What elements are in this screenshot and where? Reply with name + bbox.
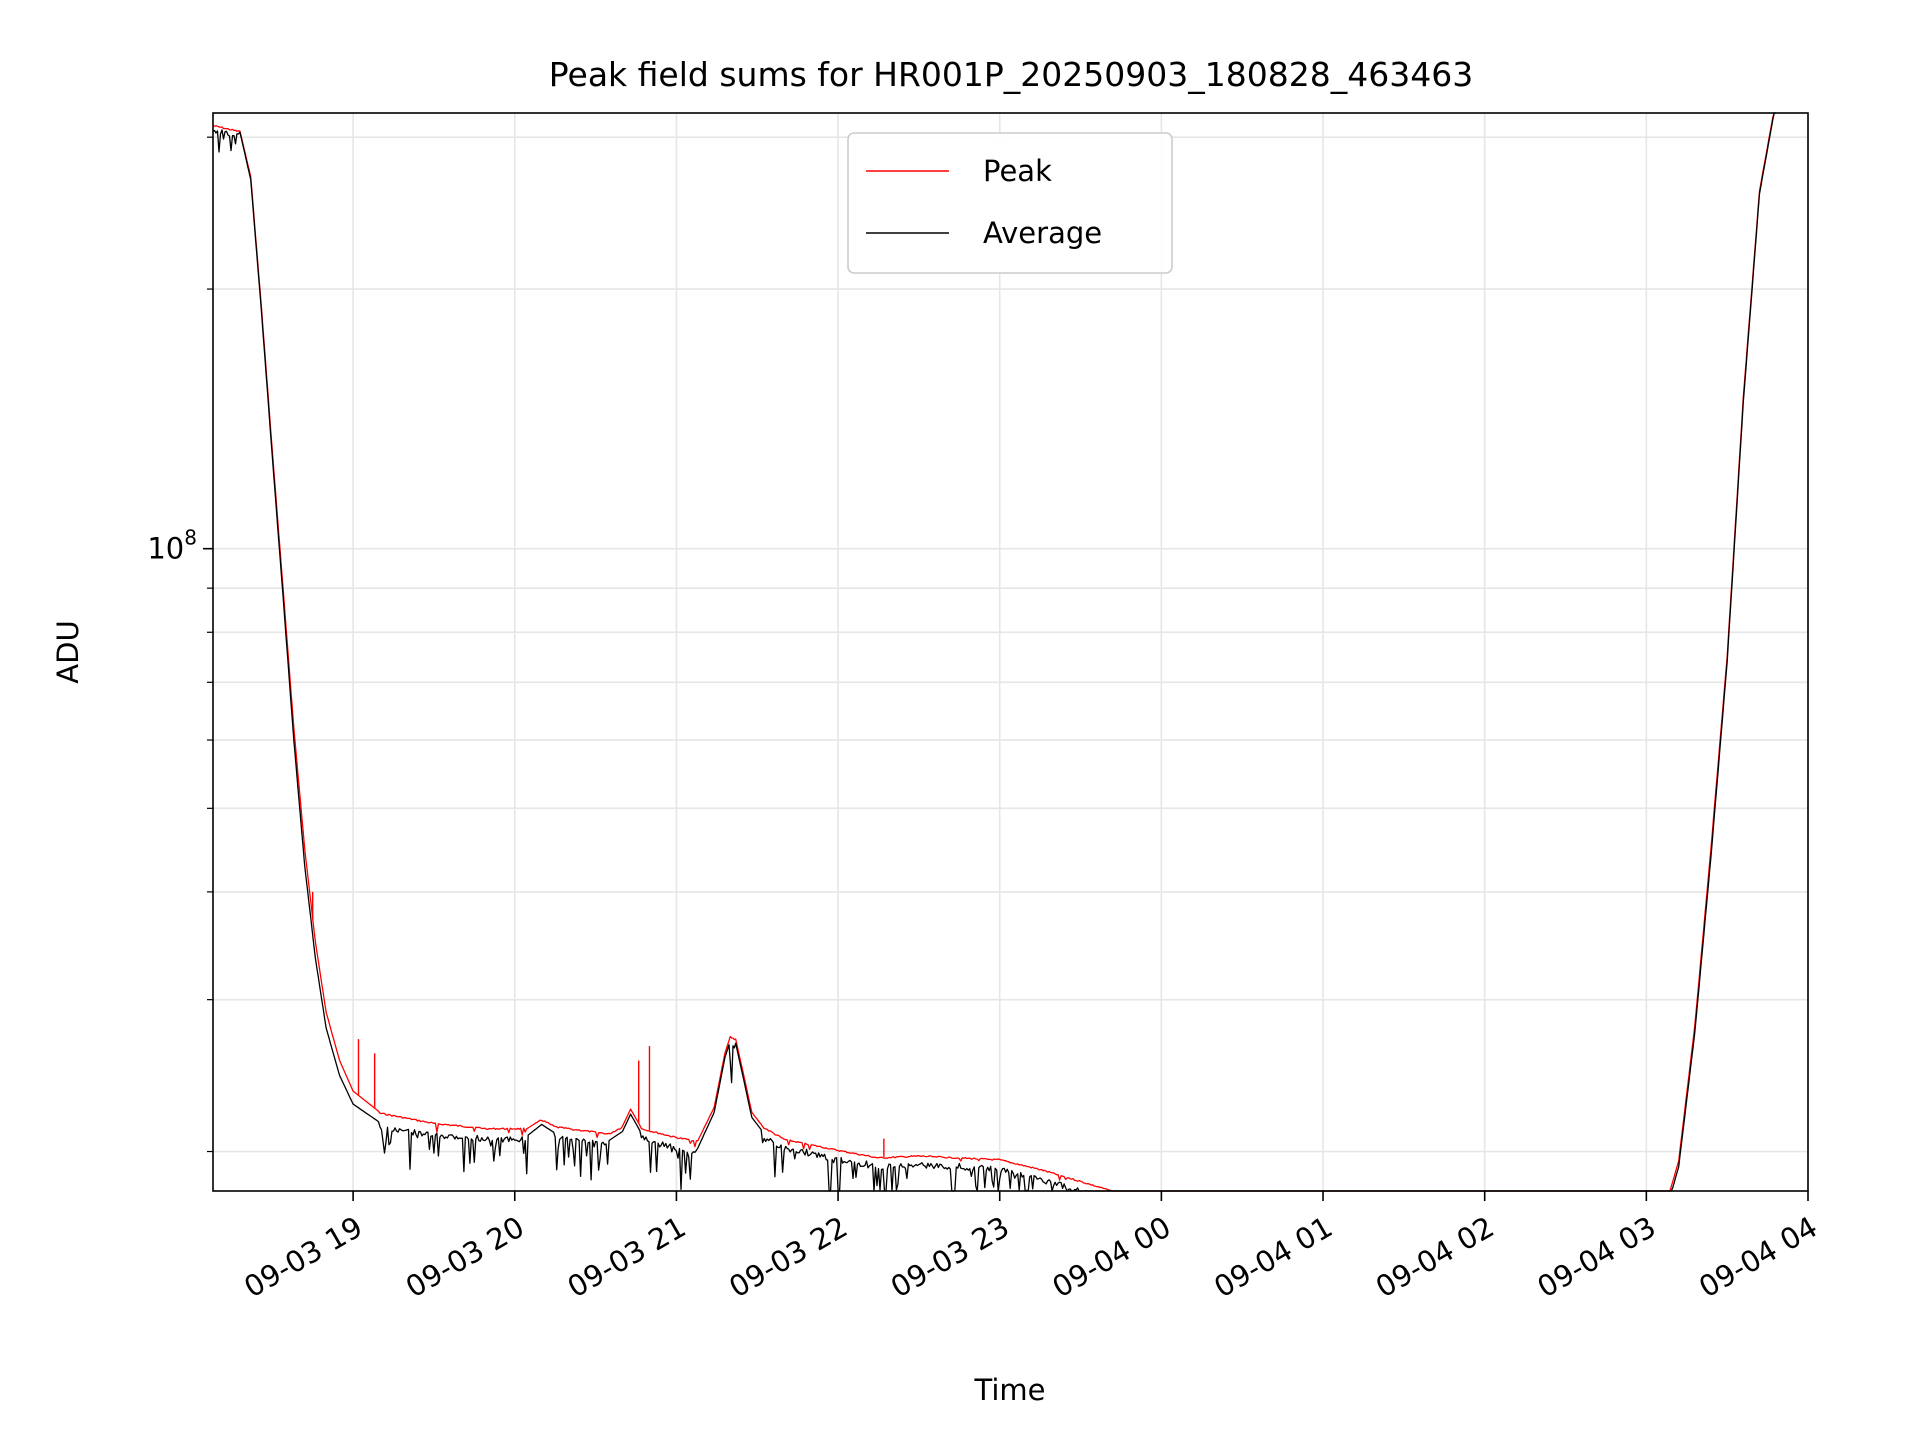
y-tick-exponent: 8 bbox=[184, 526, 197, 550]
chart-title: Peak field sums for HR001P_20250903_1808… bbox=[549, 55, 1473, 94]
legend-label-peak: Peak bbox=[983, 154, 1052, 188]
plot-area-frame bbox=[212, 112, 1809, 1192]
y-axis-label: ADU bbox=[51, 620, 85, 683]
y-tick-label: 108 bbox=[147, 526, 197, 566]
x-axis-label: Time bbox=[974, 1373, 1046, 1407]
legend: Peak Average bbox=[847, 132, 1173, 274]
legend-label-average: Average bbox=[983, 216, 1102, 250]
y-tick-base: 10 bbox=[147, 532, 184, 566]
spike-layer bbox=[311, 891, 885, 1157]
legend-box bbox=[847, 132, 1173, 274]
